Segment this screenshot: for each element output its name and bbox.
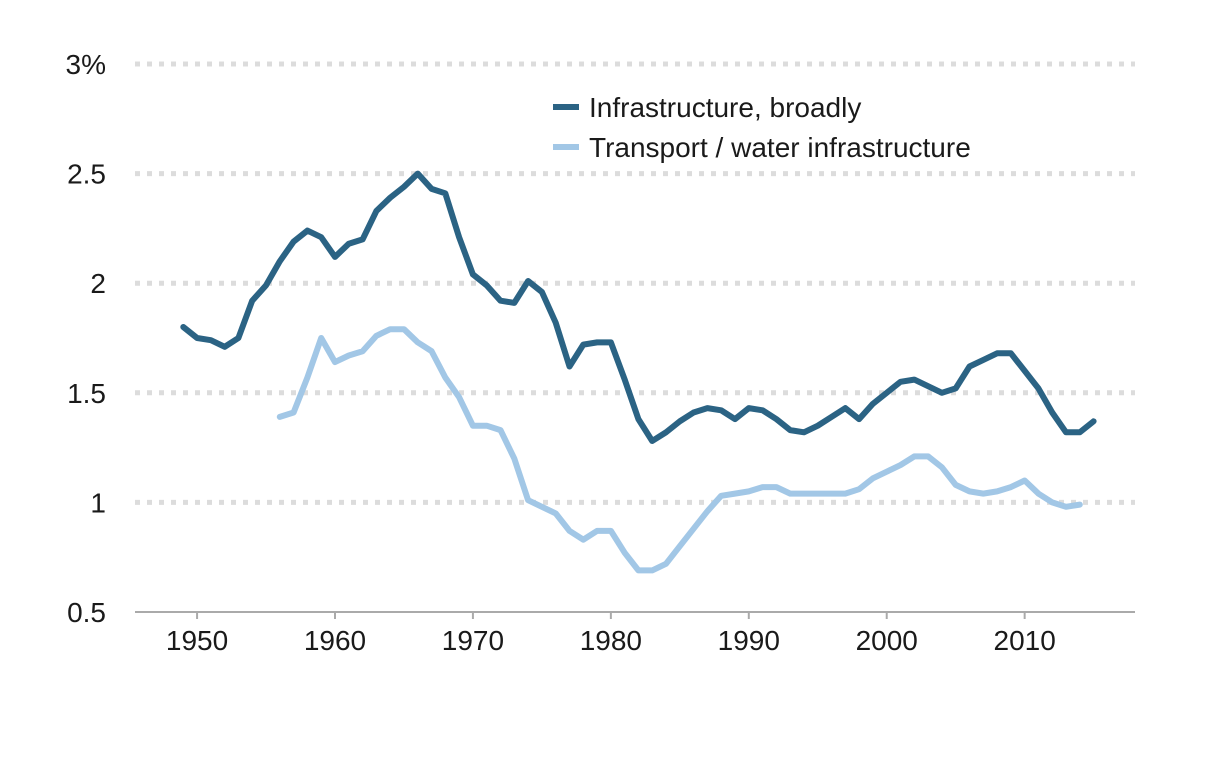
y-tick-label: 0.5 [67, 597, 106, 628]
legend-label: Infrastructure, broadly [589, 92, 861, 123]
series-line-2 [276, 326, 1083, 574]
y-tick-label: 2.5 [67, 159, 106, 190]
x-tick-label: 2010 [994, 625, 1056, 656]
legend: Infrastructure, broadly Transport / water… [553, 92, 971, 163]
legend-label: Transport / water infrastructure [589, 132, 971, 163]
x-tick-label: 2000 [856, 625, 918, 656]
gridlines [135, 61, 1135, 505]
x-tick-label: 1960 [304, 625, 366, 656]
x-axis: 1950 1960 1970 1980 1990 2000 2010 [135, 611, 1135, 656]
series-line-1 [180, 170, 1097, 444]
y-tick-label: 1.5 [67, 378, 106, 409]
y-tick-label: 1 [90, 487, 106, 518]
x-tick-label: 1990 [718, 625, 780, 656]
x-tick-label: 1980 [580, 625, 642, 656]
x-tick-label: 1970 [442, 625, 504, 656]
y-tick-label: 2 [90, 268, 106, 299]
y-tick-label: 3% [66, 49, 106, 80]
y-axis: 3% 2.5 2 1.5 1 0.5 [66, 49, 106, 628]
series-layer [180, 170, 1097, 574]
x-tick-label: 1950 [166, 625, 228, 656]
